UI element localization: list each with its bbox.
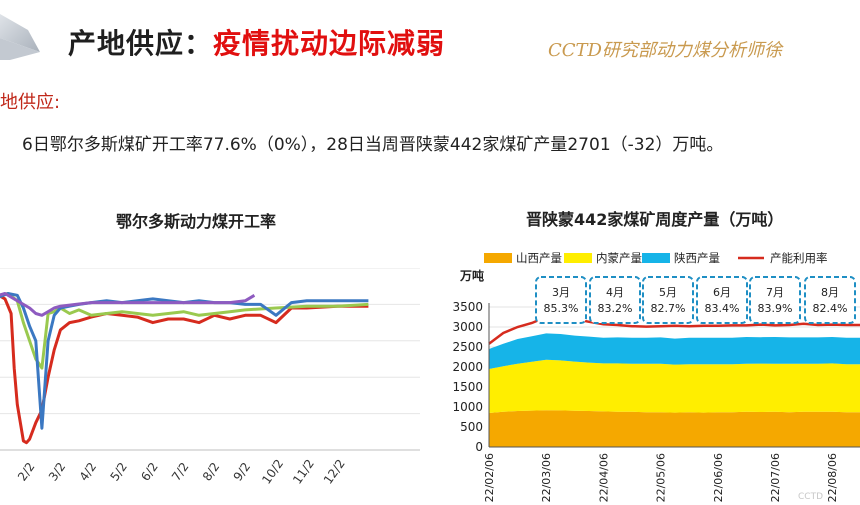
watermark-text: CCTD (798, 492, 823, 502)
area-series-0 (489, 410, 860, 447)
x-tick-label: 22/02/06 (483, 453, 496, 502)
page-title: 产地供应：疫情扰动边际减弱 (68, 22, 445, 62)
x-tick-label: 2/2 (15, 460, 38, 484)
annotation-month: 3月 (552, 286, 570, 299)
legend-label: 内蒙产量 (596, 251, 642, 265)
y-axis-label: 万吨 (459, 268, 484, 283)
x-tick-label: 22/07/06 (769, 453, 782, 502)
annotation-box (535, 276, 587, 324)
x-tick-label: 7/2 (169, 460, 192, 484)
title-prefix: 产地供应： (68, 27, 214, 60)
legend-label: 陕西产量 (674, 251, 720, 265)
annotation-box (804, 276, 856, 324)
annotation-rate: 83.4% (705, 302, 740, 315)
area-series-2 (489, 333, 860, 369)
x-tick-label: 4/2 (77, 460, 100, 484)
annotation-rate: 83.9% (758, 302, 793, 315)
annotation-rate: 82.4% (813, 302, 848, 315)
x-tick-label: 3/2 (46, 460, 69, 484)
x-tick-label: 22/06/06 (712, 453, 725, 502)
x-tick-label: 22/04/06 (597, 453, 610, 502)
legend-swatch (564, 253, 592, 263)
y-tick-label: 2500 (452, 340, 483, 354)
x-tick-label: 6/2 (138, 460, 161, 484)
right-chart-title: 晋陕蒙442家煤矿周度产量（万吨） (526, 210, 784, 229)
y-tick-label: 1000 (452, 400, 483, 414)
left-chart-title: 鄂尔多斯动力煤开工率 (116, 212, 277, 231)
x-tick-label: 10/2 (259, 457, 286, 487)
line-series-3 (0, 292, 256, 317)
line-series-2 (0, 292, 369, 430)
x-tick-label: 11/2 (290, 457, 317, 487)
legend-label: 山西产量 (516, 251, 562, 265)
annotation-box (642, 276, 694, 324)
left-chart: 2/2 3/2 4/2 5/2 6/2 7/2 8/2 9/2 10/2 11/2 12/2 (0, 268, 420, 487)
legend-swatch (642, 253, 670, 263)
annotation-month: 6月 (713, 286, 731, 299)
y-tick-label: 0 (475, 440, 483, 454)
title-highlight: 疫情扰动边际减弱 (213, 27, 446, 60)
y-tick-label: 2000 (452, 360, 483, 374)
section-label: 地供应: (0, 92, 61, 113)
x-tick-label: 22/08/06 (826, 453, 839, 502)
area-series-1 (489, 359, 860, 413)
y-tick-label: 500 (460, 420, 483, 434)
y-tick-label: 3500 (452, 300, 483, 314)
annotation-month: 7月 (766, 286, 784, 299)
annotation-rate: 82.7% (651, 302, 686, 315)
annotation-month: 8月 (821, 286, 839, 299)
y-tick-label: 1500 (452, 380, 483, 394)
x-tick-label: 8/2 (200, 460, 223, 484)
author-credit: CCTD研究部动力煤分析师徐 (548, 40, 782, 61)
line-series-0 (0, 294, 369, 445)
annotation-box (589, 276, 641, 324)
x-tick-label: 22/03/06 (540, 453, 553, 502)
line-series-1 (0, 292, 369, 370)
y-tick-label: 3000 (452, 320, 483, 334)
logo-shape (0, 14, 40, 60)
annotation-box (696, 276, 748, 324)
annotation-month: 5月 (659, 286, 677, 299)
summary-text: 6日鄂尔多斯煤矿开工率77.6%（0%），28日当周晋陕蒙442家煤矿产量270… (22, 135, 724, 155)
legend-swatch (484, 253, 512, 263)
legend-label: 产能利用率 (770, 251, 828, 265)
annotation-rate: 85.3% (544, 302, 579, 315)
x-tick-label: 9/2 (231, 460, 254, 484)
x-tick-label: 5/2 (107, 460, 130, 484)
x-tick-label: 22/05/06 (655, 453, 668, 502)
annotation-box (749, 276, 801, 324)
annotation-rate: 83.2% (598, 302, 633, 315)
x-tick-label: 12/2 (321, 457, 348, 487)
right-chart: 万吨 0 500 1000 1500 2000 2500 3000 3500 22/02/06 22… (452, 251, 860, 502)
annotation-month: 4月 (606, 286, 624, 299)
